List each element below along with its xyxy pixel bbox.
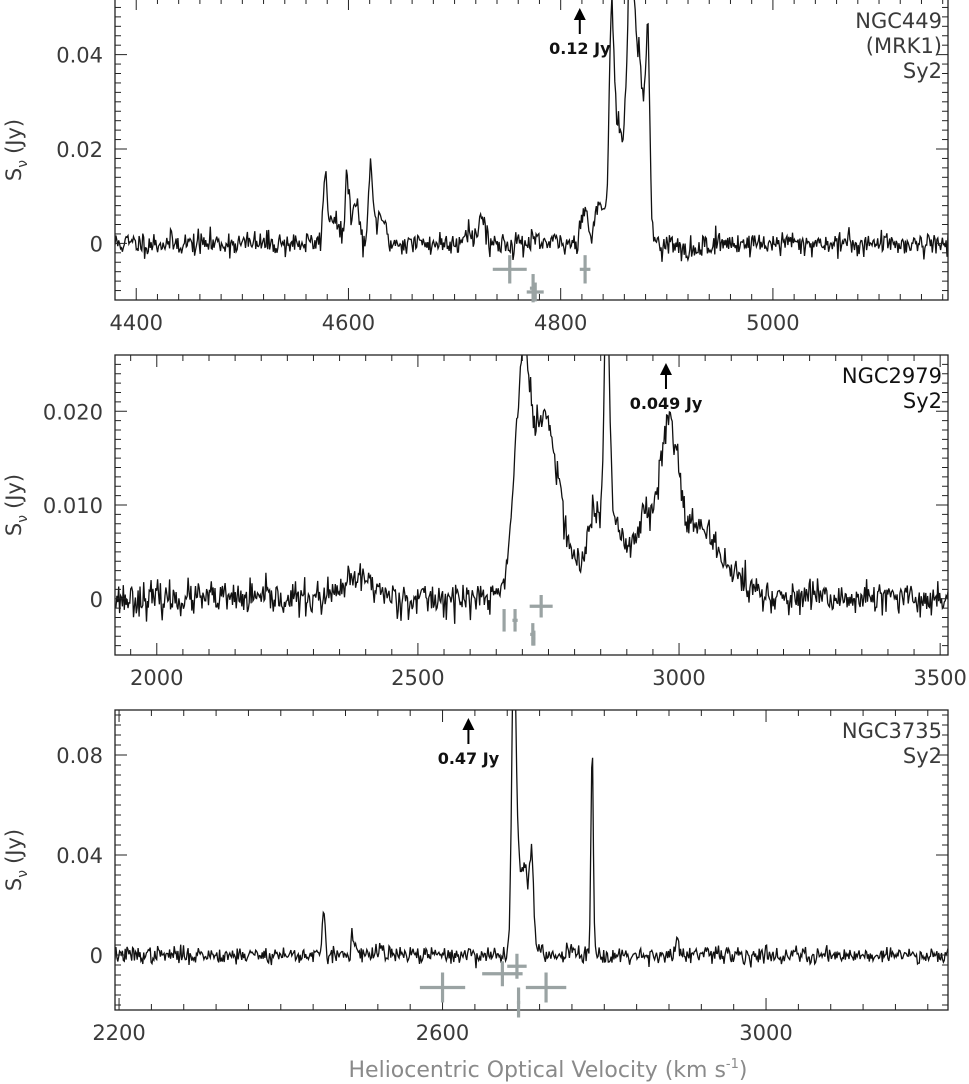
y-axis-title-main: S: [2, 878, 26, 891]
peak-arrow-head: [573, 8, 586, 20]
plot-frame-ngc3735: [114, 709, 949, 1011]
velocity-marker: [525, 972, 567, 1003]
x-tick-label: 2200: [92, 1021, 145, 1045]
x-tick-label: 2600: [416, 1021, 469, 1045]
y-axis-title-sub: ν: [15, 515, 31, 523]
x-tick-label: 3000: [739, 1021, 792, 1045]
velocity-marker: [492, 255, 527, 284]
spectrum-line-ngc3735: [115, 710, 948, 969]
velocity-marker: [579, 255, 591, 284]
peak-arrow-head: [462, 718, 475, 730]
y-axis-title: Sν (Jy): [2, 829, 31, 891]
y-tick-label: 0: [90, 588, 103, 612]
panel-ngc2979: 2000 2500 3000 3500 0 0.010 0.020 Sν (Jy) NGC2979…: [2, 354, 967, 690]
y-tick-label: 0.08: [56, 744, 103, 768]
galaxy-label-line: NGC449: [855, 9, 942, 33]
galaxy-label-line: Sy2: [903, 59, 942, 83]
velocity-marker: [507, 953, 527, 979]
peak-value-label: 0.12 Jy: [549, 39, 611, 58]
plot-frame-ngc449: [114, 0, 949, 301]
galaxy-label-line: Sy2: [903, 744, 942, 768]
y-tick-label: 0.04: [56, 44, 103, 68]
y-axis-title-sub: ν: [15, 160, 31, 168]
x-tick-label: 5000: [746, 311, 799, 335]
spectrum-line-ngc2979: [115, 355, 948, 624]
y-axis-title-main: S: [2, 523, 26, 536]
galaxy-label-line: Sy2: [903, 389, 942, 413]
panel-ngc449: 4400 4600 4800 5000 0 0.02 0.04 Sν (Jy) NGC449(MR…: [2, 0, 949, 335]
y-axis-title-unit: (Jy): [2, 474, 26, 509]
velocity-marker: [502, 609, 506, 632]
galaxy-label-line: NGC3735: [842, 719, 942, 743]
x-tick-label: 2500: [391, 666, 444, 690]
y-tick-label: 0.04: [56, 844, 103, 868]
y-tick-label: 0: [90, 232, 103, 256]
x-tick-label: 3000: [652, 666, 705, 690]
y-tick-label: 0.010: [43, 494, 103, 518]
velocity-marker: [526, 282, 544, 302]
peak-value-label: 0.049 Jy: [630, 394, 703, 413]
x-tick-label: 4600: [322, 311, 375, 335]
peak-arrow-head: [659, 363, 672, 375]
x-tick-label: 3500: [913, 666, 966, 690]
peak-value-label: 0.47 Jy: [438, 749, 500, 768]
x-tick-label: 2000: [130, 666, 183, 690]
y-tick-label: 0.020: [43, 400, 103, 424]
galaxy-label-line: NGC2979: [842, 364, 942, 388]
y-axis-title: Sν (Jy): [2, 119, 31, 181]
velocity-marker: [512, 609, 518, 632]
x-axis-title-sup: -1: [726, 1057, 739, 1072]
y-axis-title-unit: (Jy): [2, 119, 26, 154]
x-axis-title-main: Heliocentric Optical Velocity (km s: [349, 1058, 726, 1083]
velocity-marker: [529, 595, 553, 618]
y-axis-title: Sν (Jy): [2, 474, 31, 536]
y-tick-label: 0: [90, 944, 103, 968]
y-axis-title-main: S: [2, 168, 26, 181]
y-axis-title-unit: (Jy): [2, 829, 26, 864]
x-axis-title: Heliocentric Optical Velocity (km s-1): [349, 1057, 748, 1083]
galaxy-label-line: (MRK1): [866, 34, 942, 58]
x-tick-label: 4800: [534, 311, 587, 335]
x-tick-label: 4400: [109, 311, 162, 335]
velocity-marker: [419, 972, 466, 1003]
spectrum-line-ngc449: [115, 0, 948, 263]
velocity-marker: [516, 987, 521, 1018]
x-axis-title-end: ): [739, 1058, 748, 1083]
velocity-marker: [532, 630, 536, 646]
y-tick-label: 0.02: [56, 138, 103, 162]
y-axis-title-sub: ν: [15, 870, 31, 878]
